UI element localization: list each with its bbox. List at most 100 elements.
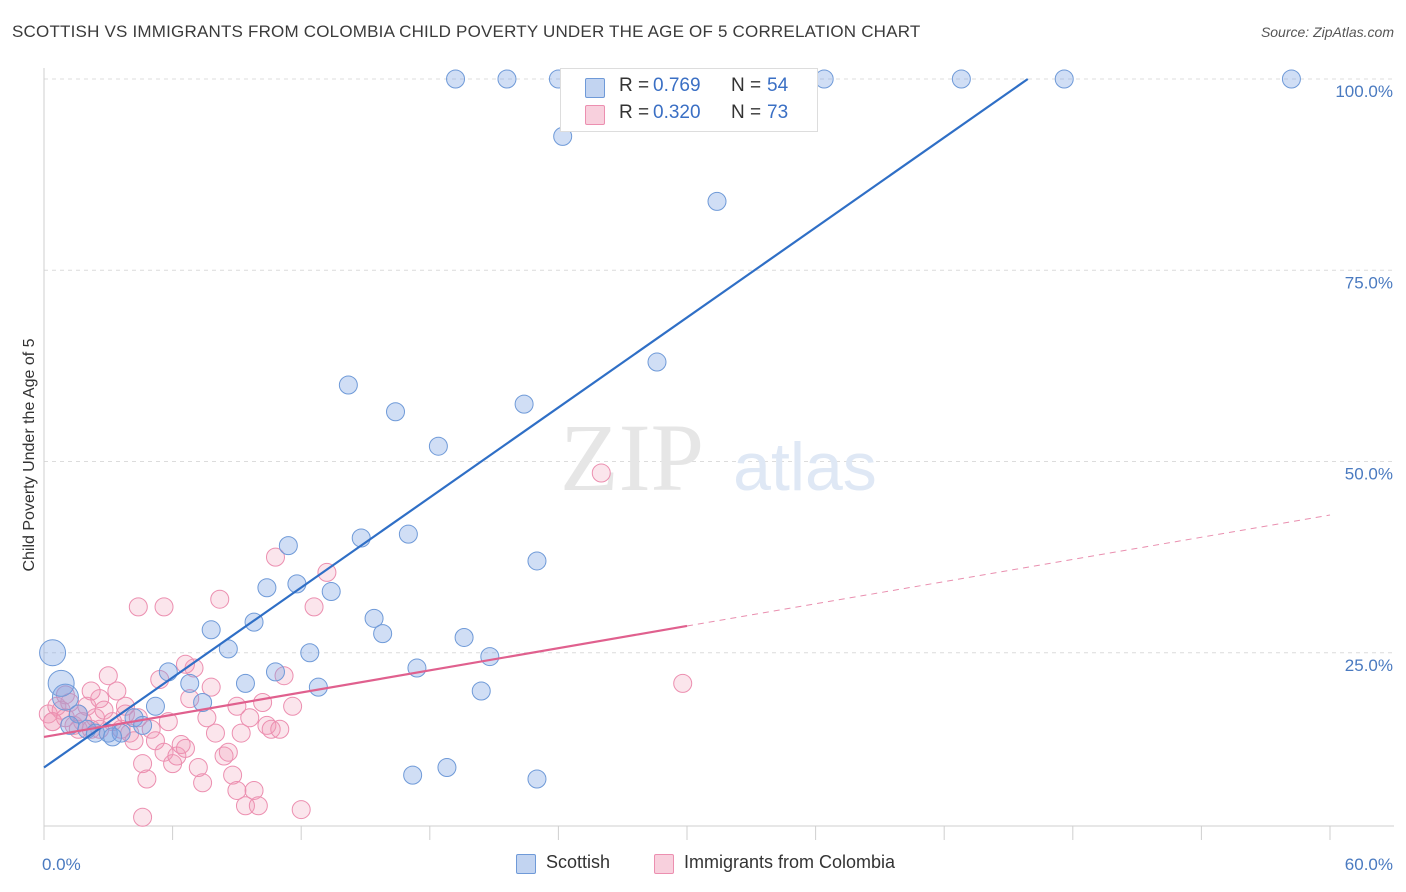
pink-series-points bbox=[38, 463, 693, 827]
legend-r-value: 0.320 bbox=[653, 102, 701, 123]
data-point-colombia bbox=[227, 780, 247, 800]
legend-n-label: N = bbox=[731, 75, 762, 96]
data-point-colombia bbox=[193, 773, 213, 793]
data-point-scottish bbox=[39, 639, 67, 667]
axes-layer bbox=[43, 68, 1394, 840]
data-point-scottish bbox=[398, 524, 418, 544]
x-tick-label: 60.0% bbox=[1345, 855, 1393, 874]
data-point-scottish bbox=[308, 677, 328, 697]
data-point-scottish bbox=[446, 69, 466, 89]
y-tick-label: 100.0% bbox=[1335, 82, 1393, 101]
data-point-scottish bbox=[403, 765, 423, 785]
data-point-scottish bbox=[278, 536, 298, 556]
blue-series-points bbox=[39, 69, 1301, 789]
data-point-scottish bbox=[300, 643, 320, 663]
data-point-scottish bbox=[471, 681, 491, 701]
data-point-colombia bbox=[304, 597, 324, 617]
legend: R = 0.769 N = 54 R = 0.320 N = 73 bbox=[560, 68, 818, 132]
data-point-colombia bbox=[175, 654, 195, 674]
bottom-legend-swatch-pink bbox=[654, 854, 674, 874]
y-tick-label: 50.0% bbox=[1345, 465, 1393, 484]
data-point-colombia bbox=[43, 712, 63, 732]
data-point-colombia bbox=[223, 765, 243, 785]
data-point-scottish bbox=[1054, 69, 1074, 89]
legend-r-value: 0.769 bbox=[653, 75, 701, 96]
y-tick-label: 25.0% bbox=[1345, 656, 1393, 675]
data-point-colombia bbox=[253, 692, 273, 712]
data-point-colombia bbox=[240, 708, 260, 728]
x-tick-label: 0.0% bbox=[42, 855, 81, 874]
data-point-scottish bbox=[145, 696, 165, 716]
trend-line-scottish bbox=[43, 78, 1029, 769]
data-point-scottish bbox=[373, 624, 393, 644]
trend-line-colombia-extension bbox=[686, 514, 1331, 627]
data-point-scottish bbox=[527, 769, 547, 789]
data-point-scottish bbox=[103, 727, 123, 747]
data-point-scottish bbox=[180, 673, 200, 693]
data-point-scottish bbox=[454, 627, 474, 647]
data-point-colombia bbox=[133, 807, 153, 827]
data-point-colombia bbox=[317, 562, 337, 582]
y-tick-label: 75.0% bbox=[1345, 273, 1393, 292]
data-point-colombia bbox=[291, 800, 311, 820]
grid-layer bbox=[44, 78, 1394, 654]
data-point-colombia bbox=[673, 673, 693, 693]
data-point-colombia bbox=[205, 723, 225, 743]
data-point-scottish bbox=[338, 375, 358, 395]
data-point-colombia bbox=[107, 681, 127, 701]
watermark-zip: ZIP bbox=[560, 404, 704, 511]
data-point-colombia bbox=[591, 463, 611, 483]
data-point-scottish bbox=[497, 69, 517, 89]
data-point-scottish bbox=[218, 639, 238, 659]
chart-source: Source: ZipAtlas.com bbox=[1260, 24, 1394, 40]
data-point-scottish bbox=[386, 402, 406, 422]
data-point-colombia bbox=[283, 696, 303, 716]
data-point-scottish bbox=[437, 758, 457, 777]
watermark-atlas: atlas bbox=[733, 429, 877, 505]
data-point-colombia bbox=[55, 685, 75, 705]
data-point-scottish bbox=[321, 582, 341, 602]
data-point-scottish bbox=[514, 394, 534, 414]
data-point-scottish bbox=[158, 662, 178, 682]
legend-n-value: 73 bbox=[767, 102, 789, 123]
data-point-scottish bbox=[428, 436, 448, 456]
data-point-colombia bbox=[81, 681, 101, 701]
data-point-colombia bbox=[154, 597, 174, 617]
data-point-colombia bbox=[218, 742, 238, 762]
data-point-scottish bbox=[201, 620, 221, 640]
data-point-scottish bbox=[60, 715, 80, 735]
data-point-scottish bbox=[257, 578, 277, 598]
legend-swatch-pink bbox=[585, 105, 605, 125]
data-point-colombia bbox=[265, 547, 285, 567]
data-point-colombia bbox=[180, 689, 200, 709]
data-point-scottish bbox=[47, 669, 75, 697]
data-point-colombia bbox=[248, 796, 268, 816]
bottom-legend-label: Immigrants from Colombia bbox=[684, 852, 896, 872]
data-point-colombia bbox=[244, 780, 264, 800]
data-point-colombia bbox=[270, 719, 290, 739]
data-point-scottish bbox=[364, 608, 384, 628]
trend-lines bbox=[43, 78, 1331, 769]
data-point-colombia bbox=[231, 723, 251, 743]
data-point-colombia bbox=[210, 589, 230, 609]
legend-r-label: R = bbox=[619, 75, 650, 96]
legend-swatch-blue bbox=[585, 78, 605, 98]
chart-title: SCOTTISH VS IMMIGRANTS FROM COLOMBIA CHI… bbox=[12, 22, 921, 41]
data-point-colombia bbox=[137, 769, 157, 789]
watermark: ZIP atlas bbox=[560, 404, 877, 511]
data-point-scottish bbox=[235, 673, 255, 693]
data-point-colombia bbox=[133, 754, 153, 774]
data-point-scottish bbox=[193, 692, 213, 712]
data-point-colombia bbox=[201, 677, 221, 697]
legend-n-label: N = bbox=[731, 102, 762, 123]
data-point-colombia bbox=[128, 597, 148, 617]
trend-line-colombia bbox=[43, 624, 688, 738]
bottom-legend-swatch-blue bbox=[516, 854, 536, 874]
legend-n-value: 54 bbox=[767, 75, 789, 96]
tick-labels: 25.0% 50.0% 75.0% 100.0% 0.0% 60.0% bbox=[42, 82, 1393, 874]
y-axis-label: Child Poverty Under the Age of 5 bbox=[21, 338, 38, 571]
data-point-colombia bbox=[175, 738, 195, 758]
bottom-legend-label: Scottish bbox=[546, 852, 611, 872]
data-point-scottish bbox=[265, 662, 285, 682]
